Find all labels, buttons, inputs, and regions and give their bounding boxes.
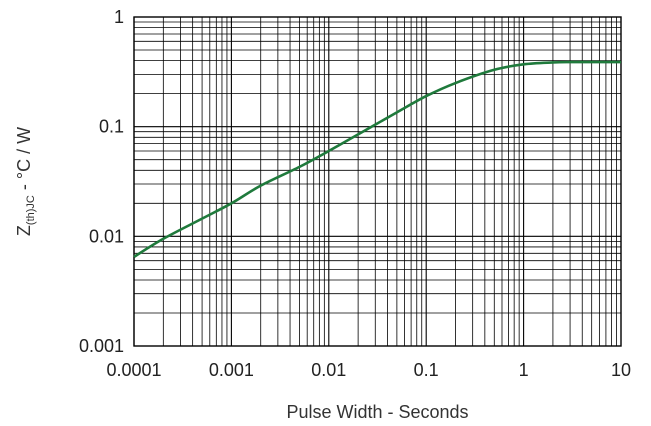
y-tick-label: 0.01 <box>89 226 124 246</box>
grid <box>133 17 621 347</box>
y-tick-label: 1 <box>114 7 124 27</box>
y-tick-label: 0.1 <box>99 117 124 137</box>
x-tick-label: 1 <box>519 360 529 380</box>
y-axis-label-subscript: (th)JC <box>25 195 37 225</box>
x-tick-label: 0.1 <box>414 360 439 380</box>
y-axis-label-rest: - °C / W <box>14 127 34 195</box>
x-axis-ticks: 0.0001 0.001 0.01 0.1 1 10 <box>106 360 631 380</box>
series-group <box>133 60 621 258</box>
x-tick-label: 0.001 <box>209 360 254 380</box>
x-axis-label: Pulse Width - Seconds <box>286 402 468 422</box>
x-tick-label: 0.01 <box>311 360 346 380</box>
y-axis-ticks: 0.001 0.01 0.1 1 <box>79 7 124 356</box>
x-tick-label: 0.0001 <box>106 360 161 380</box>
y-tick-label: 0.001 <box>79 336 124 356</box>
plot-frame <box>133 16 622 347</box>
x-tick-label: 10 <box>611 360 631 380</box>
y-axis-label: Z(th)JC - °C / W <box>14 127 37 236</box>
y-axis-label-main: Z <box>14 225 34 236</box>
series-line <box>133 60 621 258</box>
